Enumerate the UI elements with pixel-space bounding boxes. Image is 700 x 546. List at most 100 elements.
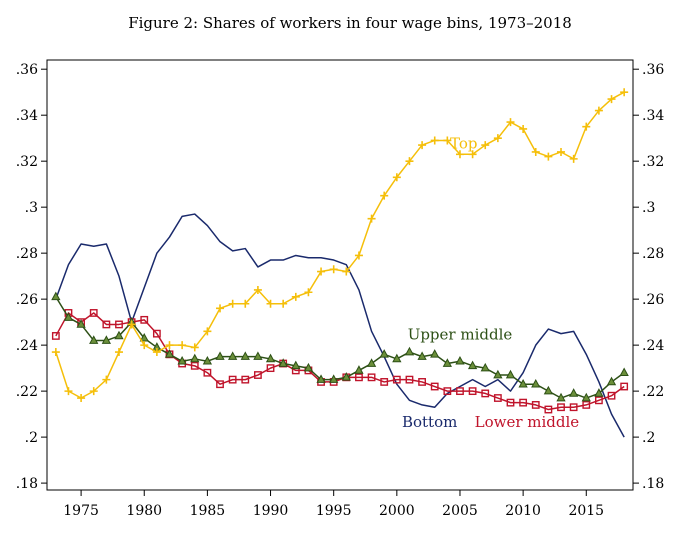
- data-point: [165, 341, 174, 350]
- data-point: [114, 330, 124, 340]
- data-point: [355, 373, 363, 382]
- data-point: [228, 375, 237, 384]
- data-point: [51, 348, 60, 357]
- data-point: [51, 291, 61, 301]
- data-point: [241, 375, 250, 384]
- series-line-top: [55, 91, 625, 399]
- y-tick-label-right: .34: [642, 108, 664, 124]
- series-line-lower-middle: [55, 312, 625, 411]
- data-point: [177, 355, 187, 365]
- data-point: [506, 118, 515, 127]
- data-point: [493, 394, 502, 402]
- data-point: [190, 361, 199, 370]
- data-point: [594, 388, 604, 397]
- data-point: [265, 353, 276, 363]
- data-point: [89, 387, 98, 396]
- data-point: [89, 335, 99, 344]
- data-point: [139, 332, 149, 342]
- annotation-layer: Top Upper middle Bottom Lower middle: [402, 135, 579, 431]
- x-tick-label: 1995: [316, 503, 352, 519]
- data-point: [341, 372, 351, 381]
- y-tick-label-right: .2: [642, 430, 655, 446]
- data-point: [316, 374, 326, 383]
- data-point: [518, 378, 528, 388]
- chart-title: Figure 2: Shares of workers in four wage…: [128, 14, 572, 32]
- data-point: [468, 150, 477, 159]
- data-point: [216, 380, 224, 389]
- data-point: [228, 299, 237, 308]
- data-point: [581, 392, 591, 402]
- data-point: [317, 267, 326, 276]
- data-point: [607, 391, 616, 400]
- data-point: [607, 95, 616, 104]
- series-label: Bottom: [402, 413, 457, 431]
- series-upper-middle: [51, 291, 629, 402]
- y-tick-label-left: .18: [16, 476, 38, 492]
- data-point: [152, 329, 161, 338]
- data-point: [557, 403, 565, 412]
- data-point: [481, 389, 490, 398]
- y-tick-label-left: .36: [16, 62, 38, 78]
- data-point: [115, 320, 123, 329]
- y-tick-label-right: .36: [642, 62, 664, 78]
- data-point: [467, 360, 478, 370]
- data-point: [468, 387, 477, 396]
- data-point: [241, 299, 250, 308]
- data-point: [253, 285, 262, 294]
- y-tick-label-left: .24: [16, 338, 38, 354]
- x-tick-label: 1975: [63, 503, 99, 519]
- data-point: [417, 351, 427, 360]
- data-point: [443, 136, 452, 145]
- data-point: [240, 351, 250, 360]
- data-point: [493, 369, 503, 379]
- data-point: [329, 265, 338, 274]
- plot-frame: [46, 59, 634, 491]
- data-point: [430, 136, 439, 145]
- series-bottom: [55, 213, 625, 438]
- data-point: [51, 332, 60, 340]
- data-point: [456, 387, 464, 396]
- data-point: [114, 348, 123, 357]
- data-point: [164, 349, 175, 358]
- data-point: [140, 341, 149, 350]
- data-point: [442, 358, 452, 367]
- data-point: [102, 375, 111, 384]
- data-point: [404, 346, 415, 356]
- data-point: [152, 348, 161, 357]
- data-point: [380, 378, 389, 386]
- data-point: [354, 365, 364, 374]
- data-point: [505, 369, 516, 379]
- series-top: [51, 88, 629, 403]
- data-point: [531, 378, 541, 388]
- data-point: [392, 353, 402, 363]
- data-point: [569, 403, 578, 412]
- data-point: [582, 122, 591, 131]
- data-point: [418, 378, 426, 386]
- data-point: [620, 88, 629, 97]
- data-point: [89, 309, 98, 317]
- data-point: [140, 315, 149, 324]
- y-tick-label-right: .24: [642, 338, 664, 354]
- y-tick-label-right: .3: [642, 200, 655, 216]
- y-tick-label-left: .22: [16, 384, 38, 400]
- y-tick-label-right: .26: [642, 292, 664, 308]
- data-point: [443, 387, 452, 396]
- y-tick-label-left: .26: [16, 292, 38, 308]
- data-point: [493, 134, 502, 143]
- data-point: [405, 375, 414, 384]
- data-point: [178, 341, 187, 350]
- data-point: [190, 343, 199, 352]
- data-point: [77, 394, 86, 403]
- series-label: Upper middle: [408, 325, 513, 343]
- x-tick-label: 2005: [442, 503, 478, 519]
- data-point: [557, 147, 566, 156]
- data-point: [481, 141, 490, 150]
- data-point: [253, 351, 263, 360]
- data-point: [606, 376, 617, 386]
- data-point: [279, 299, 288, 308]
- data-point: [102, 320, 111, 329]
- y-tick-label-right: .18: [642, 476, 664, 492]
- y-tick-label-left: .2: [25, 430, 38, 446]
- data-point: [266, 299, 275, 308]
